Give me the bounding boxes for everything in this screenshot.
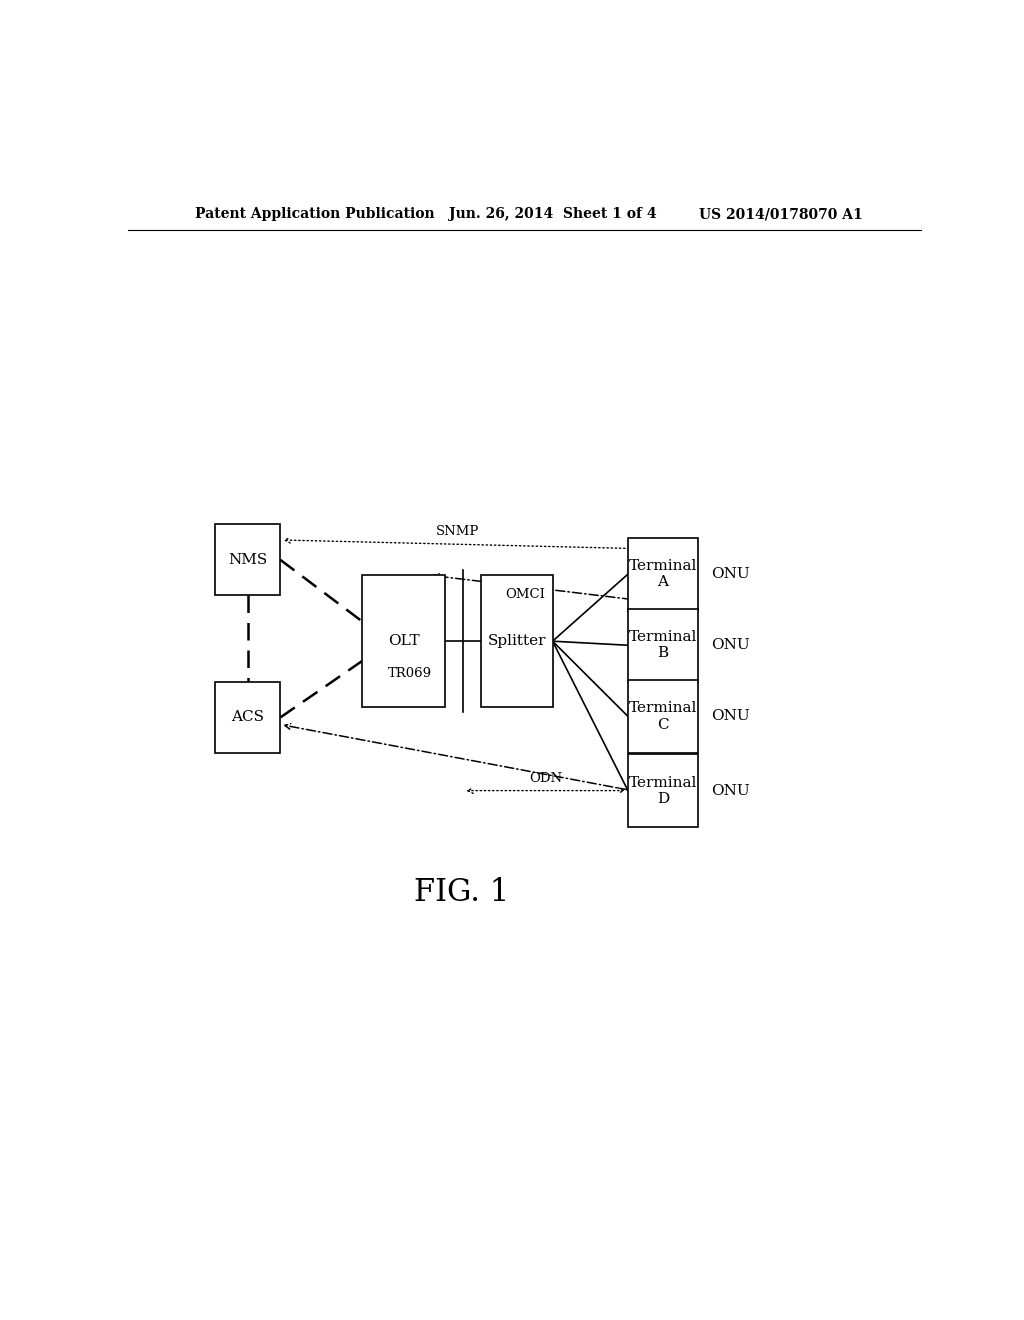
Text: TR069: TR069 [388,667,432,680]
FancyBboxPatch shape [362,576,445,708]
Text: FIG. 1: FIG. 1 [414,876,509,908]
FancyBboxPatch shape [215,682,281,752]
FancyBboxPatch shape [215,524,281,595]
FancyBboxPatch shape [628,609,697,682]
Text: Terminal
A: Terminal A [629,558,697,589]
Text: ODN: ODN [529,771,562,784]
Text: Patent Application Publication: Patent Application Publication [196,207,435,222]
Text: OLT: OLT [388,634,420,648]
FancyBboxPatch shape [628,680,697,752]
FancyBboxPatch shape [628,754,697,828]
Text: ONU: ONU [712,568,750,581]
Text: Terminal
D: Terminal D [629,776,697,805]
Text: SNMP: SNMP [435,525,479,539]
Text: ONU: ONU [712,784,750,797]
Text: ACS: ACS [231,710,264,725]
Text: ONU: ONU [712,639,750,652]
Text: Terminal
C: Terminal C [629,701,697,731]
Text: NMS: NMS [228,553,267,566]
Text: Splitter: Splitter [487,634,546,648]
FancyBboxPatch shape [481,576,553,708]
Text: Terminal
B: Terminal B [629,630,697,660]
Text: ONU: ONU [712,709,750,723]
Text: OMCI: OMCI [505,587,545,601]
FancyBboxPatch shape [628,537,697,611]
Text: US 2014/0178070 A1: US 2014/0178070 A1 [699,207,863,222]
Text: Jun. 26, 2014  Sheet 1 of 4: Jun. 26, 2014 Sheet 1 of 4 [450,207,657,222]
